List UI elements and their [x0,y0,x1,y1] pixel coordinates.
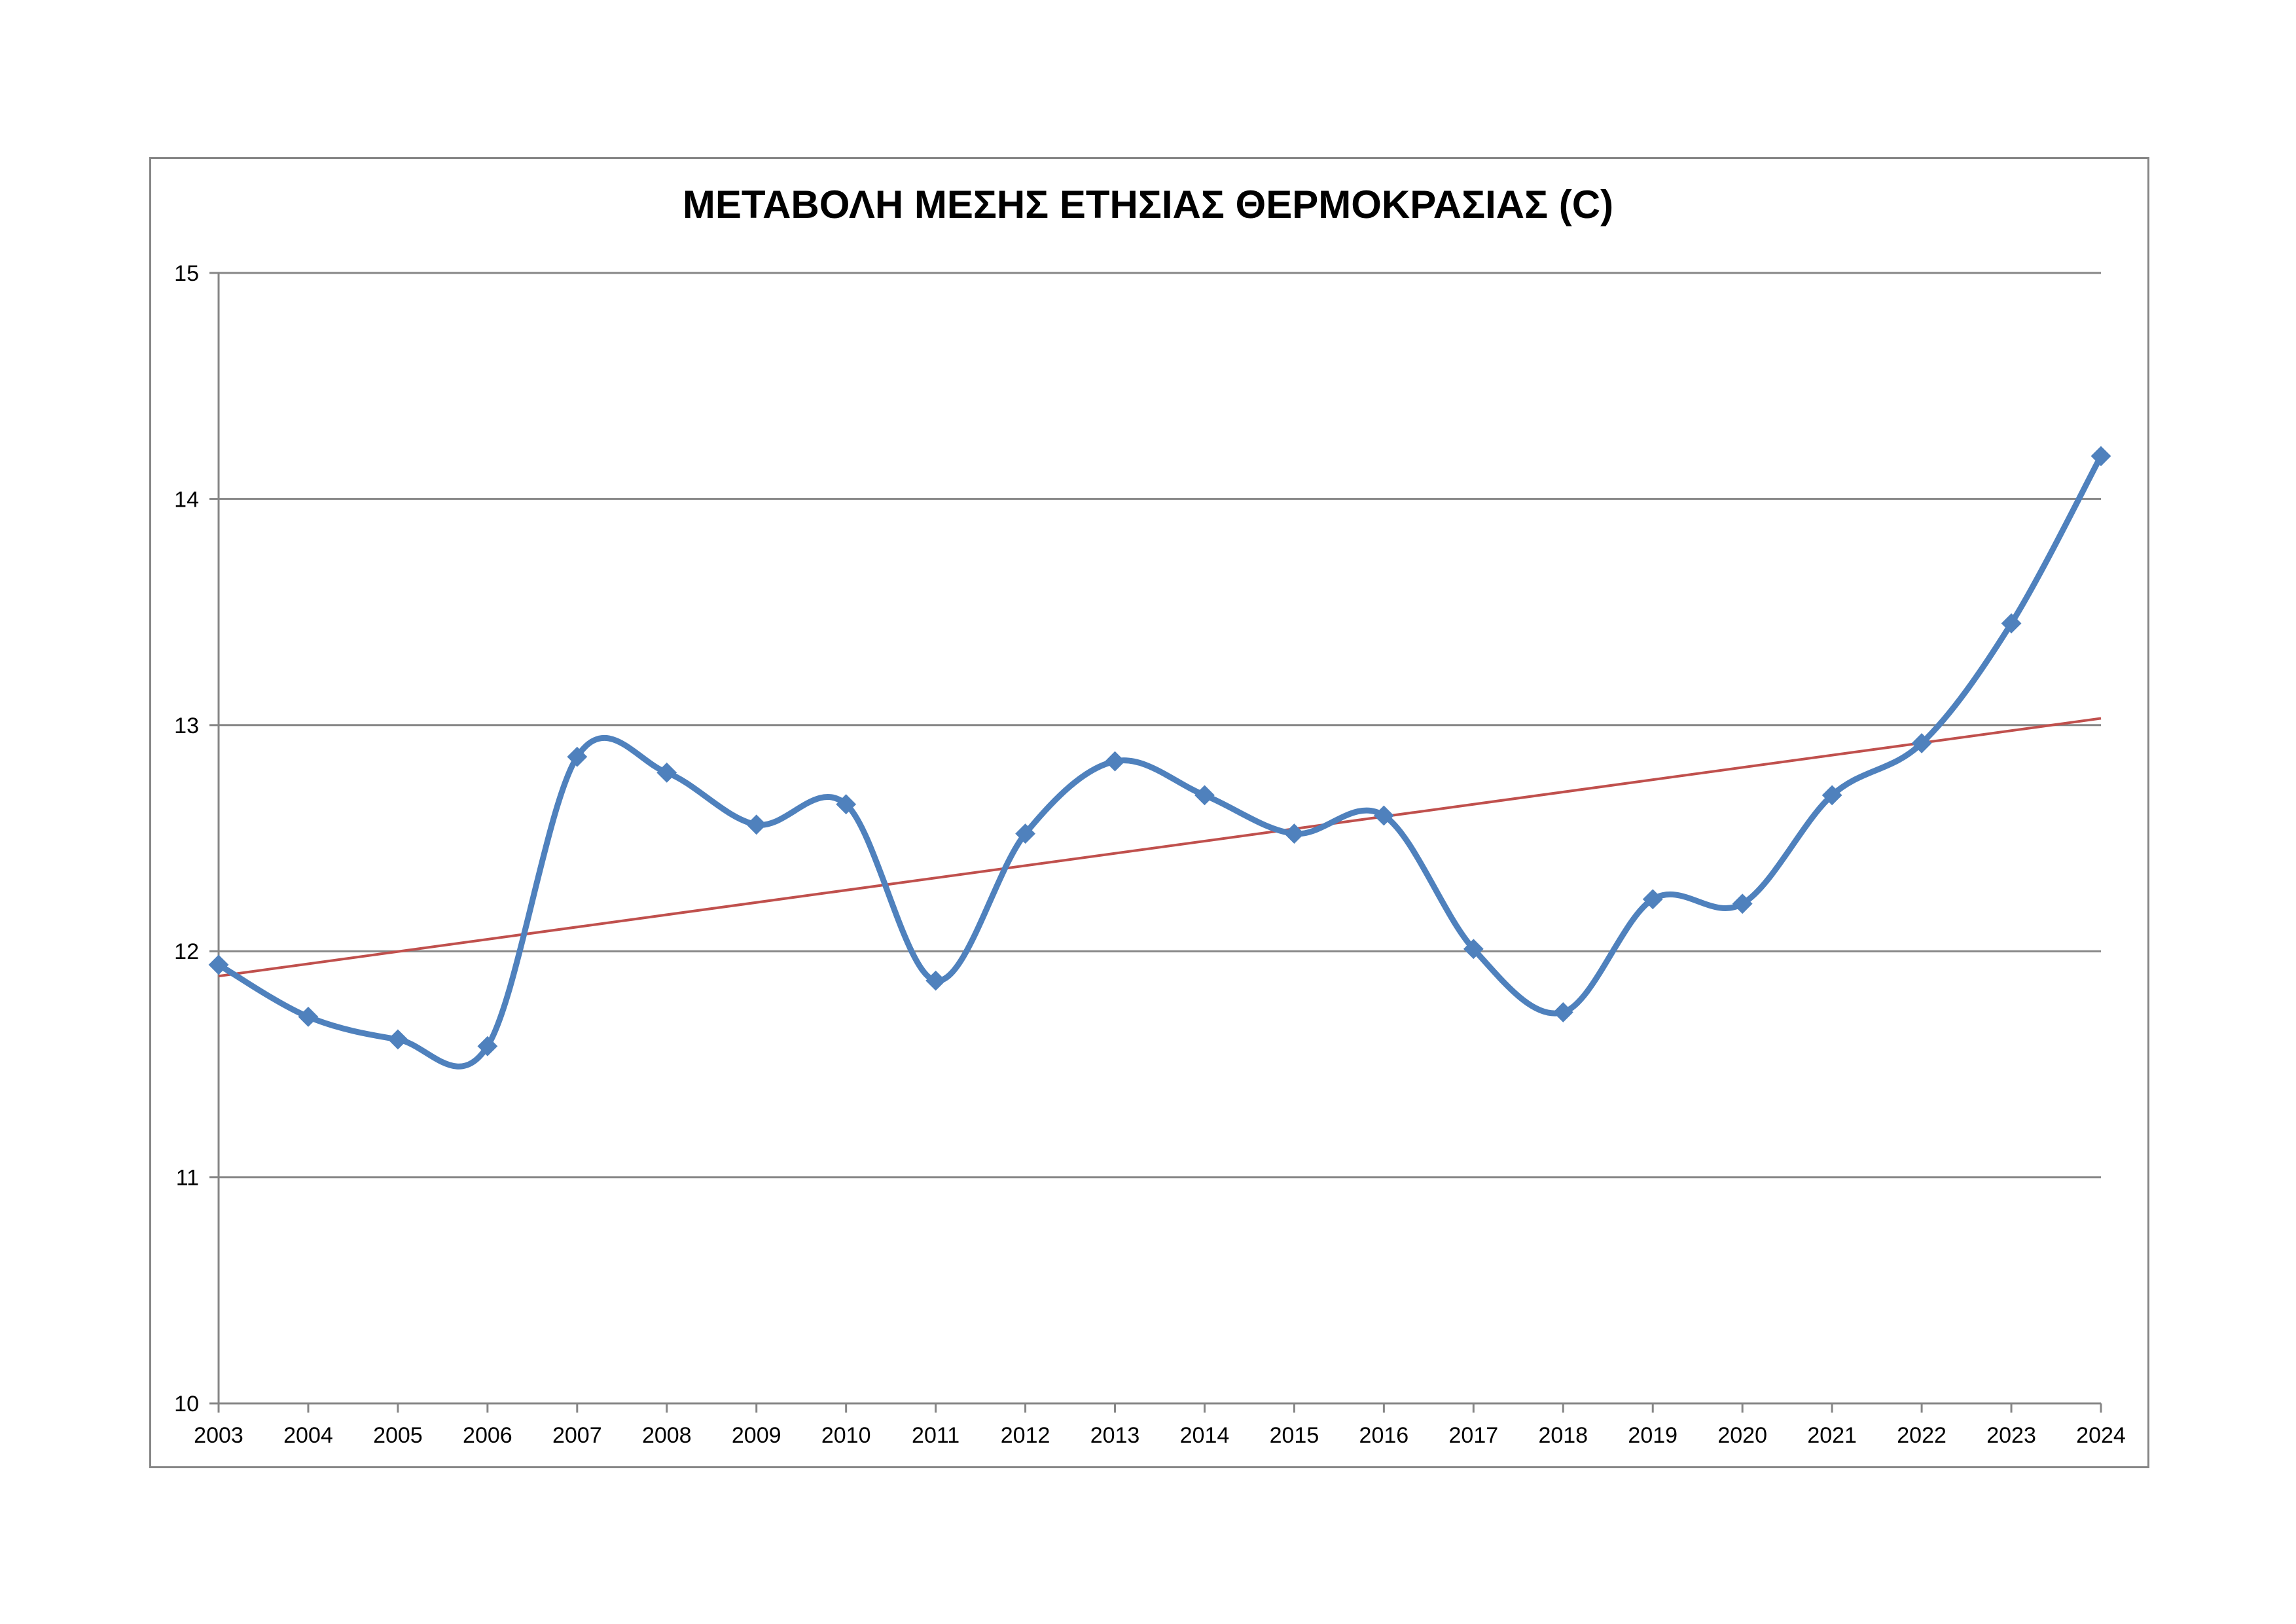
y-tick-label: 12 [174,939,199,964]
data-point-2013 [1105,751,1125,772]
data-point-2015 [1284,823,1304,844]
data-point-2011 [925,970,946,991]
trendline [218,717,2102,978]
data-point-2018 [1552,1002,1573,1022]
x-tick-label: 2015 [1270,1423,1319,1448]
data-point-2024 [2090,446,2111,467]
x-tick-label: 2012 [1001,1423,1050,1448]
x-tick-label: 2005 [373,1423,423,1448]
data-point-2005 [387,1029,408,1050]
data-point-2016 [1373,805,1394,826]
data-point-2010 [836,794,857,815]
x-tick-label: 2008 [642,1423,692,1448]
x-tick-label: 2003 [194,1423,243,1448]
x-tick-label: 2020 [1717,1423,1767,1448]
data-point-2014 [1194,785,1215,806]
data-point-2022 [1911,733,1932,753]
x-tick-label: 2024 [2076,1423,2126,1448]
data-point-2023 [2001,613,2022,634]
x-tick-label: 2006 [463,1423,512,1448]
data-point-2019 [1642,889,1663,910]
x-tick-label: 2019 [1628,1423,1677,1448]
y-tick-label: 10 [174,1392,199,1416]
y-tick-label: 15 [174,261,199,286]
data-point-2017 [1463,939,1484,960]
data-point-2004 [298,1006,319,1027]
data-point-2006 [477,1036,498,1056]
x-tick-label: 2013 [1090,1423,1140,1448]
x-tick-label: 2009 [732,1423,781,1448]
data-point-2003 [208,954,229,975]
x-tick-label: 2014 [1180,1423,1230,1448]
chart-title: ΜΕΤΑΒΟΛΗ ΜΕΣΗΣ ΕΤΗΣΙΑΣ ΘΕΡΜΟΚΡΑΣΙΑΣ (C) [682,183,1614,226]
x-tick-label: 2022 [1897,1423,1946,1448]
data-point-2021 [1821,785,1842,806]
y-tick-label: 13 [174,713,199,738]
x-tick-label: 2010 [821,1423,871,1448]
data-point-2012 [1015,823,1035,844]
data-point-2020 [1732,893,1753,914]
data-point-2007 [567,746,588,767]
x-tick-label: 2004 [283,1423,333,1448]
x-tick-label: 2023 [1986,1423,2036,1448]
data-point-2008 [656,762,677,783]
y-tick-label: 14 [174,487,199,512]
data-point-2009 [746,814,767,835]
x-tick-label: 2021 [1807,1423,1857,1448]
x-tick-label: 2011 [912,1423,960,1448]
x-tick-label: 2018 [1538,1423,1588,1448]
x-tick-label: 2016 [1359,1423,1409,1448]
series-line-0 [215,453,2104,1070]
x-tick-label: 2017 [1449,1423,1499,1448]
x-tick-label: 2007 [552,1423,602,1448]
y-tick-label: 11 [176,1166,199,1191]
